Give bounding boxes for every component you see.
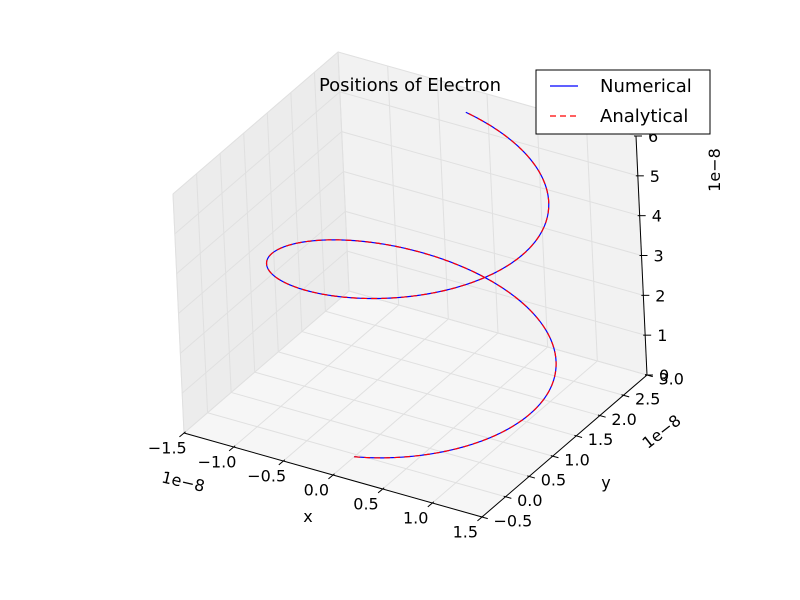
- legend-box: [535, 69, 711, 135]
- y-tick: [574, 434, 583, 438]
- z-tick-label: 6: [648, 127, 658, 146]
- y-tick-label: 1.5: [588, 430, 613, 449]
- grid-line: [301, 331, 600, 417]
- grid-line: [432, 360, 598, 504]
- y-tick: [479, 515, 488, 520]
- grid-line: [207, 412, 506, 498]
- y-tick-label: 0.0: [517, 491, 542, 510]
- grid-line: [339, 91, 638, 177]
- legend-label-numerical: Numerical: [600, 76, 692, 97]
- grid-line: [172, 51, 339, 195]
- x-offset-text: 1e−8: [160, 467, 207, 495]
- grid-line: [345, 210, 644, 296]
- x-tick: [328, 473, 335, 480]
- y-tick-label: −0.5: [494, 511, 533, 530]
- grid-line: [178, 171, 344, 314]
- plot-curves: [265, 111, 557, 459]
- z-offset-text: 1e−8: [705, 148, 724, 192]
- y-tick: [503, 495, 512, 499]
- y-tick: [597, 414, 606, 418]
- y-tick-label: 1.0: [564, 450, 589, 469]
- grid-line: [254, 371, 553, 457]
- grid-line: [180, 210, 346, 354]
- grid-line: [174, 91, 341, 235]
- grid-line: [278, 351, 577, 437]
- x-axis-label: x: [303, 507, 312, 526]
- y-tick-label: 0.5: [541, 471, 566, 490]
- z-tick-label: 2: [655, 286, 665, 305]
- grid-line: [348, 290, 648, 376]
- grid-line: [176, 131, 342, 275]
- grid-line: [347, 250, 646, 336]
- grid-line: [341, 131, 640, 217]
- grid-line: [332, 332, 499, 476]
- grid-line: [283, 318, 449, 462]
- y-tick: [621, 394, 630, 398]
- series-analytical-line: [265, 111, 557, 459]
- x-tick-label: −1.5: [148, 438, 187, 457]
- x-tick-label: 1.0: [403, 508, 428, 527]
- legend: Numerical Analytical: [535, 69, 711, 135]
- y-tick: [527, 475, 536, 479]
- z-tick-label: 1: [657, 326, 667, 345]
- x-tick-label: 1.5: [453, 522, 478, 541]
- y-axis-line: [481, 374, 648, 518]
- grid-line: [231, 391, 530, 477]
- z-tick-label: 5: [650, 167, 660, 186]
- y-tick: [550, 455, 559, 459]
- y-tick-label: 2.0: [611, 410, 636, 429]
- x-tick-label: 0.0: [304, 480, 329, 499]
- x-tick: [228, 445, 236, 452]
- x-tick-label: −0.5: [247, 466, 286, 485]
- x-tick-label: 0.5: [353, 494, 378, 513]
- x-tick: [377, 487, 385, 494]
- grid-line: [343, 171, 642, 256]
- x-tick: [179, 431, 186, 438]
- z-tick-label: 3: [654, 247, 664, 266]
- axes-grid: [172, 51, 648, 518]
- z-tick-label: 0: [659, 366, 669, 385]
- x-tick: [477, 515, 484, 522]
- x-tick-label: −1.0: [198, 452, 237, 471]
- z-tick-label: 4: [652, 207, 662, 226]
- grid-line: [183, 290, 350, 434]
- grid-line: [233, 304, 399, 448]
- legend-label-analytical: Analytical: [600, 106, 688, 127]
- axes-ticks: −1.5−1.0−0.50.00.51.01.5−0.50.00.51.01.5…: [148, 127, 684, 541]
- y-tick-label: 2.5: [635, 390, 660, 409]
- x-tick: [278, 459, 286, 466]
- grid-line: [325, 310, 624, 396]
- y-axis-label: y: [601, 473, 610, 492]
- y-tick-label: 3.0: [659, 369, 684, 388]
- chart-title: Positions of Electron: [319, 75, 501, 96]
- grid-line: [181, 250, 348, 394]
- y-offset-text: 1e−8: [639, 411, 685, 453]
- x-tick: [427, 501, 435, 508]
- grid-line: [382, 346, 548, 490]
